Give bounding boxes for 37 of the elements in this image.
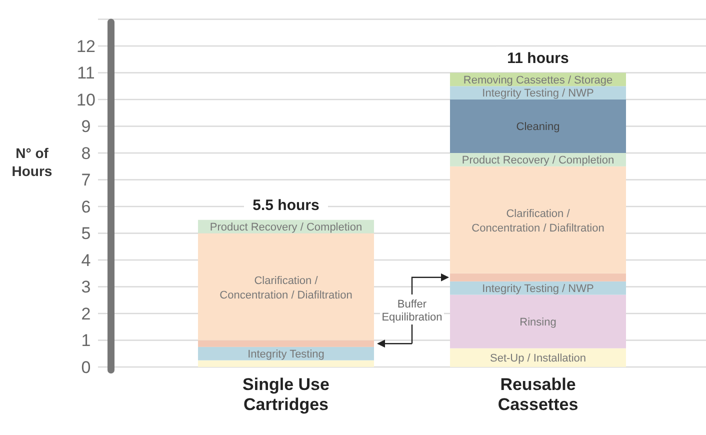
series-label: Clarification / Concentration / Diafiltration — [220, 275, 352, 302]
bar — [198, 360, 374, 367]
y-tick-label: 11 — [77, 64, 95, 83]
series-label: Set-Up / Installation — [490, 352, 586, 364]
y-tick-label: 9 — [81, 117, 91, 136]
y-tick-label: 0 — [81, 358, 91, 377]
series-label: Cleaning — [516, 121, 560, 134]
y-tick-label: 3 — [81, 278, 91, 297]
series-label: Product Recovery / Completion — [210, 221, 362, 234]
bar — [450, 273, 626, 282]
text: Clarification / Concentration / Diafiltration — [472, 208, 604, 234]
y-tick-label: 6 — [81, 197, 91, 216]
y-tick-label: 12 — [76, 36, 96, 56]
bar — [450, 294, 626, 348]
total-label: 11 hours — [507, 50, 569, 67]
bar — [450, 166, 626, 274]
text: Product Recovery / Completion — [462, 154, 614, 167]
bar — [198, 233, 374, 340]
y-tick-label: 5 — [81, 224, 91, 244]
series-label: Removing Cassettes / Storage — [463, 74, 613, 86]
y-tick-label: 4 — [81, 250, 91, 270]
y-tick-label: 7 — [81, 170, 91, 190]
y-tick-label: 10 — [76, 90, 96, 110]
bar — [198, 340, 374, 347]
series-label: Integrity Testing / NWP — [482, 282, 594, 295]
total-label: 5.5 hours — [252, 196, 320, 214]
series-label: Integrity Testing / NWP — [482, 88, 594, 100]
x-tick-label: Single Use Cartridges — [242, 375, 330, 414]
y-axis-title: N° of Hours — [12, 145, 52, 179]
bar — [450, 100, 626, 153]
series-label: Rinsing — [520, 316, 556, 328]
x-tick-label: Reusable Cassettes — [498, 375, 578, 414]
y-tick-label: 2 — [81, 304, 91, 324]
y-tick-label: 8 — [81, 144, 91, 163]
y-tick-label: 1 — [81, 331, 91, 350]
series-label: Integrity Testing — [248, 348, 324, 360]
annotation: Buffer Equilibration — [382, 298, 442, 324]
